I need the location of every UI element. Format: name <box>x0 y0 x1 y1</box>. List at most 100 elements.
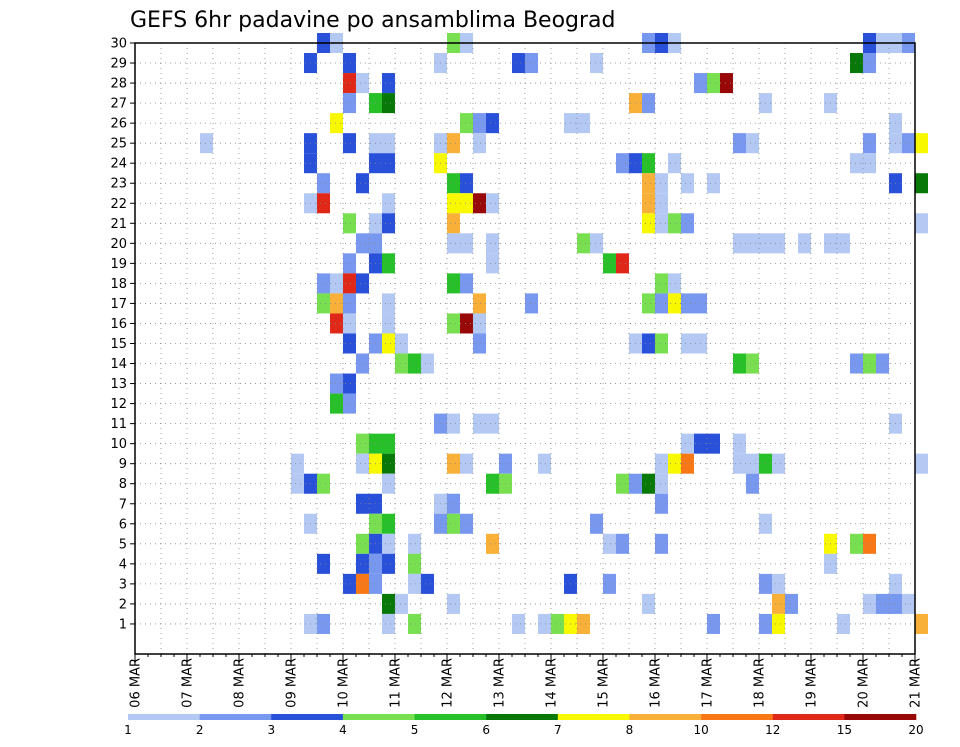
heatmap-cell <box>382 293 395 314</box>
x-tick-label: 11 MAR <box>389 658 404 708</box>
heatmap-cell <box>460 513 473 534</box>
colorbar-segment <box>342 714 415 720</box>
x-tick-label: 08 MAR <box>233 658 248 708</box>
heatmap-cell <box>473 113 486 134</box>
heatmap-cell <box>850 533 863 554</box>
heatmap-cell <box>447 133 460 154</box>
heatmap-cell <box>330 313 343 334</box>
heatmap-cell <box>837 233 850 254</box>
heatmap-cell <box>343 53 356 74</box>
y-tick-label: 9 <box>119 457 127 472</box>
heatmap-cell <box>863 133 876 154</box>
heatmap-cell <box>291 453 304 474</box>
heatmap-cell <box>590 233 603 254</box>
heatmap-cell <box>408 553 421 574</box>
heatmap-cell <box>915 173 928 194</box>
heatmap-cell <box>707 73 720 94</box>
heatmap-cell <box>486 113 499 134</box>
heatmap-cell <box>746 233 759 254</box>
heatmap-cell <box>473 133 486 154</box>
heatmap-cell <box>408 613 421 634</box>
heatmap-cell <box>655 193 668 214</box>
heatmap-cell <box>356 453 369 474</box>
heatmap-cell <box>746 353 759 374</box>
heatmap-cell <box>330 273 343 294</box>
heatmap-cell <box>642 333 655 354</box>
heatmap-cell <box>668 453 681 474</box>
grid-layer <box>135 42 915 654</box>
colorbar-label: 2 <box>196 723 204 737</box>
heatmap-cell <box>330 293 343 314</box>
heatmap-cell <box>733 353 746 374</box>
heatmap-cell <box>863 593 876 614</box>
heatmap-cell <box>655 333 668 354</box>
heatmap-cell <box>850 353 863 374</box>
heatmap-cell <box>200 133 213 154</box>
heatmap-cell <box>382 73 395 94</box>
heatmap-cell <box>343 393 356 414</box>
heatmap-cell <box>642 213 655 234</box>
colorbar-label: 6 <box>482 723 490 737</box>
x-tick-label: 19 MAR <box>805 658 820 708</box>
heatmap-cell <box>473 333 486 354</box>
x-tick-label: 17 MAR <box>701 658 716 708</box>
heatmap-cell <box>382 253 395 274</box>
heatmap-cell <box>343 333 356 354</box>
heatmap-cell <box>447 513 460 534</box>
heatmap-cell <box>473 193 486 214</box>
heatmap-cell <box>603 253 616 274</box>
x-tick-label: 20 MAR <box>857 658 872 708</box>
heatmap-cell <box>356 533 369 554</box>
heatmap-cell <box>460 173 473 194</box>
heatmap-cell <box>317 553 330 574</box>
y-tick-label: 18 <box>110 277 127 292</box>
heatmap-cell <box>668 153 681 174</box>
heatmap-cell <box>460 453 473 474</box>
heatmap-cell <box>707 433 720 454</box>
heatmap-cell <box>486 413 499 434</box>
heatmap-cell <box>343 273 356 294</box>
colorbar-label: 7 <box>554 723 562 737</box>
heatmap-cell <box>356 573 369 594</box>
heatmap-cell <box>655 533 668 554</box>
colorbar: 1 2 3 4 5 6 7 8 10 12 15 20 <box>124 714 924 737</box>
y-axis-ticks: 1234567891011121314151617181920212223242… <box>110 37 135 632</box>
heatmap-cell <box>655 273 668 294</box>
x-tick-label: 16 MAR <box>649 658 664 708</box>
heatmap-cell <box>603 573 616 594</box>
x-axis-ticks: 06 MAR 07 MAR 08 MAR 09 MAR 10 MAR 11 MAR 12 M… <box>129 654 924 708</box>
heatmap-cell <box>915 213 928 234</box>
heatmap-cell <box>382 613 395 634</box>
heatmap-cell <box>746 133 759 154</box>
heatmap-cell <box>616 473 629 494</box>
heatmap-cell <box>356 433 369 454</box>
heatmap-cell <box>382 133 395 154</box>
heatmap-cell <box>525 293 538 314</box>
y-tick-label: 24 <box>110 157 127 172</box>
heatmap-cell <box>343 373 356 394</box>
heatmap-cell <box>668 293 681 314</box>
colorbar-segment <box>271 714 344 720</box>
y-tick-label: 14 <box>110 357 127 372</box>
heatmap-cell <box>317 173 330 194</box>
heatmap-cell <box>356 353 369 374</box>
y-tick-label: 2 <box>119 597 127 612</box>
heatmap-cell <box>421 353 434 374</box>
heatmap-cell <box>785 593 798 614</box>
y-tick-label: 16 <box>110 317 127 332</box>
heatmap-cell <box>746 453 759 474</box>
heatmap-cell <box>642 293 655 314</box>
heatmap-cell <box>447 413 460 434</box>
heatmap-cell <box>395 333 408 354</box>
heatmap-cell <box>473 293 486 314</box>
heatmap-cell <box>356 73 369 94</box>
heatmap-cell <box>512 53 525 74</box>
heatmap-cell <box>460 313 473 334</box>
y-tick-label: 30 <box>110 37 127 52</box>
heatmap-cell <box>460 193 473 214</box>
heatmap-cell <box>902 593 915 614</box>
heatmap-cell <box>447 453 460 474</box>
heatmap-cell <box>330 113 343 134</box>
heatmap-cell <box>772 593 785 614</box>
